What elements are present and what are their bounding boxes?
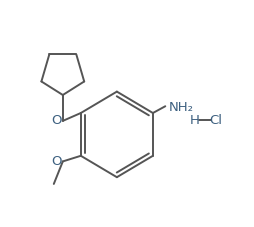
Text: O: O: [51, 114, 61, 127]
Text: H: H: [190, 114, 199, 127]
Text: Cl: Cl: [210, 114, 223, 127]
Text: O: O: [51, 154, 62, 167]
Text: NH₂: NH₂: [169, 100, 194, 113]
